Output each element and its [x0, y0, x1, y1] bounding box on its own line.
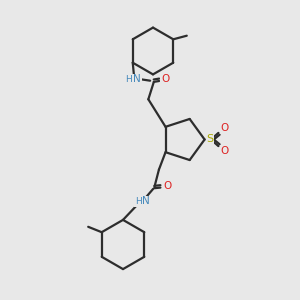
Text: H: H	[125, 75, 132, 84]
Text: N: N	[134, 74, 141, 85]
Text: S: S	[206, 134, 214, 145]
Text: O: O	[221, 123, 229, 133]
Text: O: O	[221, 146, 229, 156]
Text: H: H	[135, 197, 142, 206]
Text: O: O	[163, 181, 171, 191]
Text: O: O	[161, 74, 169, 84]
Text: N: N	[142, 196, 149, 206]
